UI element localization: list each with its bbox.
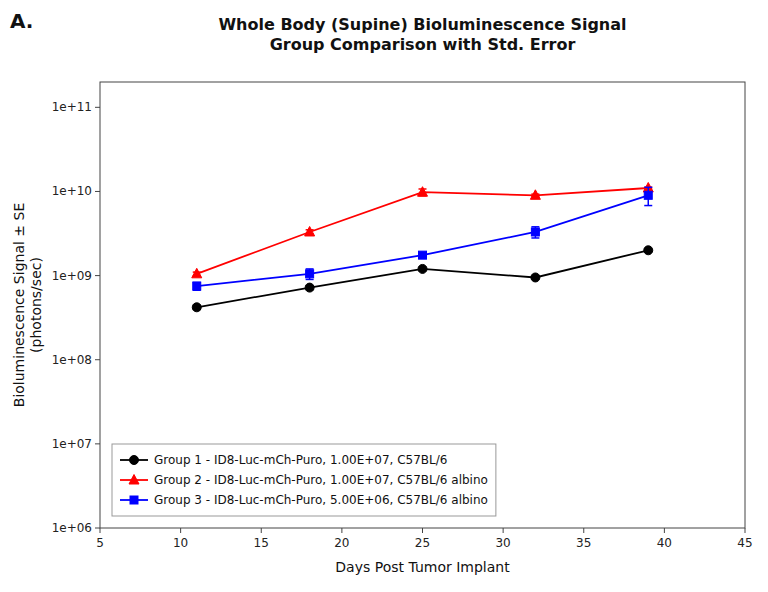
legend-marker bbox=[129, 475, 139, 485]
error-bar bbox=[306, 269, 314, 280]
panel-label: A. bbox=[10, 9, 33, 33]
point bbox=[418, 264, 427, 273]
text-line: (photons/sec) bbox=[28, 257, 44, 353]
legend-label: Group 3 - ID8-Luc-mCh-Puro, 5.00E+06, C5… bbox=[154, 493, 488, 507]
x-axis: 5 10 15 20 25 30 35 40 45 bbox=[96, 528, 752, 550]
error-bar-cap bbox=[644, 205, 652, 207]
x-axis-label: Days Post Tumor Implant bbox=[335, 559, 510, 575]
x-tick-label: 30 bbox=[495, 536, 510, 550]
text-line: Group Comparison with Std. Error bbox=[270, 35, 576, 54]
x-tick-label: 45 bbox=[737, 536, 752, 550]
legend-box bbox=[112, 444, 496, 516]
y-tick-label: 1e+09 bbox=[52, 269, 92, 283]
point bbox=[305, 283, 314, 292]
x-tick-label: 15 bbox=[254, 536, 269, 550]
x-tick bbox=[745, 528, 746, 533]
x-tick-label: 20 bbox=[334, 536, 349, 550]
series bbox=[192, 182, 654, 277]
y-tick bbox=[95, 191, 100, 192]
y-tick bbox=[95, 443, 100, 444]
point bbox=[305, 226, 315, 236]
error-bar bbox=[531, 227, 539, 238]
x-tick bbox=[180, 528, 181, 533]
y-tick bbox=[95, 275, 100, 276]
x-tick-label: 10 bbox=[173, 536, 188, 550]
error-bar-cap bbox=[644, 187, 652, 189]
legend: Group 1 - ID8-Luc-mCh-Puro, 1.00E+07, C5… bbox=[112, 444, 496, 516]
series bbox=[193, 187, 653, 290]
error-bar bbox=[644, 187, 652, 205]
point bbox=[644, 246, 653, 255]
x-tick bbox=[100, 528, 101, 533]
x-tick bbox=[664, 528, 665, 533]
y-axis: 1e+06 1e+07 1e+08 1e+09 1e+10 1e+11 bbox=[52, 100, 100, 535]
point bbox=[192, 268, 202, 278]
point bbox=[193, 282, 201, 290]
y-tick-label: 1e+10 bbox=[52, 184, 92, 198]
legend-marker bbox=[130, 496, 138, 504]
y-tick bbox=[95, 359, 100, 360]
error-bar-cap bbox=[306, 279, 314, 281]
plot-background bbox=[100, 82, 745, 528]
page: {"chart_data": { "type": "line", "title"… bbox=[0, 0, 768, 592]
error-bar bbox=[193, 282, 201, 290]
x-tick-label: 25 bbox=[415, 536, 430, 550]
text-line: Whole Body (Supine) Bioluminescence Sign… bbox=[218, 15, 626, 34]
y-axis-label: Bioluminescence Signal ± SE(photons/sec) bbox=[11, 203, 44, 407]
x-tick-label: 5 bbox=[96, 536, 104, 550]
legend-label: Group 2 - ID8-Luc-mCh-Puro, 1.00E+07, C5… bbox=[154, 473, 488, 487]
legend-item: Group 1 - ID8-Luc-mCh-Puro, 1.00E+07, C5… bbox=[120, 453, 447, 467]
point bbox=[192, 303, 201, 312]
legend-item: Group 2 - ID8-Luc-mCh-Puro, 1.00E+07, C5… bbox=[120, 473, 488, 487]
x-tick bbox=[503, 528, 504, 533]
point bbox=[530, 190, 540, 200]
point bbox=[419, 251, 427, 259]
x-tick-label: 40 bbox=[657, 536, 672, 550]
x-tick bbox=[583, 528, 584, 533]
legend-item: Group 3 - ID8-Luc-mCh-Puro, 5.00E+06, C5… bbox=[120, 493, 488, 507]
y-tick-label: 1e+11 bbox=[52, 100, 92, 114]
point bbox=[644, 191, 652, 199]
y-tick bbox=[95, 107, 100, 108]
x-tick bbox=[261, 528, 262, 533]
point bbox=[531, 273, 540, 282]
chart: 1e+06 1e+07 1e+08 1e+09 1e+10 1e+11 5 10 15 20 25 3… bbox=[0, 0, 768, 592]
y-tick bbox=[95, 528, 100, 529]
y-tick-label: 1e+07 bbox=[52, 437, 92, 451]
point bbox=[531, 228, 539, 236]
x-tick-label: 35 bbox=[576, 536, 591, 550]
plot-area bbox=[192, 182, 654, 311]
legend-marker bbox=[130, 456, 139, 465]
y-tick-label: 1e+06 bbox=[52, 521, 92, 535]
plot-frame bbox=[100, 82, 745, 528]
error-bar-cap bbox=[644, 186, 652, 188]
x-tick bbox=[422, 528, 423, 533]
text-line: Bioluminescence Signal ± SE bbox=[11, 203, 27, 407]
series-line bbox=[197, 195, 649, 286]
point bbox=[306, 270, 314, 278]
point bbox=[418, 187, 428, 197]
series-line bbox=[197, 188, 649, 274]
error-bar-cap bbox=[531, 237, 539, 239]
error-bar-cap bbox=[531, 226, 539, 228]
y-tick-label: 1e+08 bbox=[52, 353, 92, 367]
title: Whole Body (Supine) Bioluminescence Sign… bbox=[218, 15, 626, 54]
legend-label: Group 1 - ID8-Luc-mCh-Puro, 1.00E+07, C5… bbox=[154, 453, 447, 467]
x-tick bbox=[341, 528, 342, 533]
